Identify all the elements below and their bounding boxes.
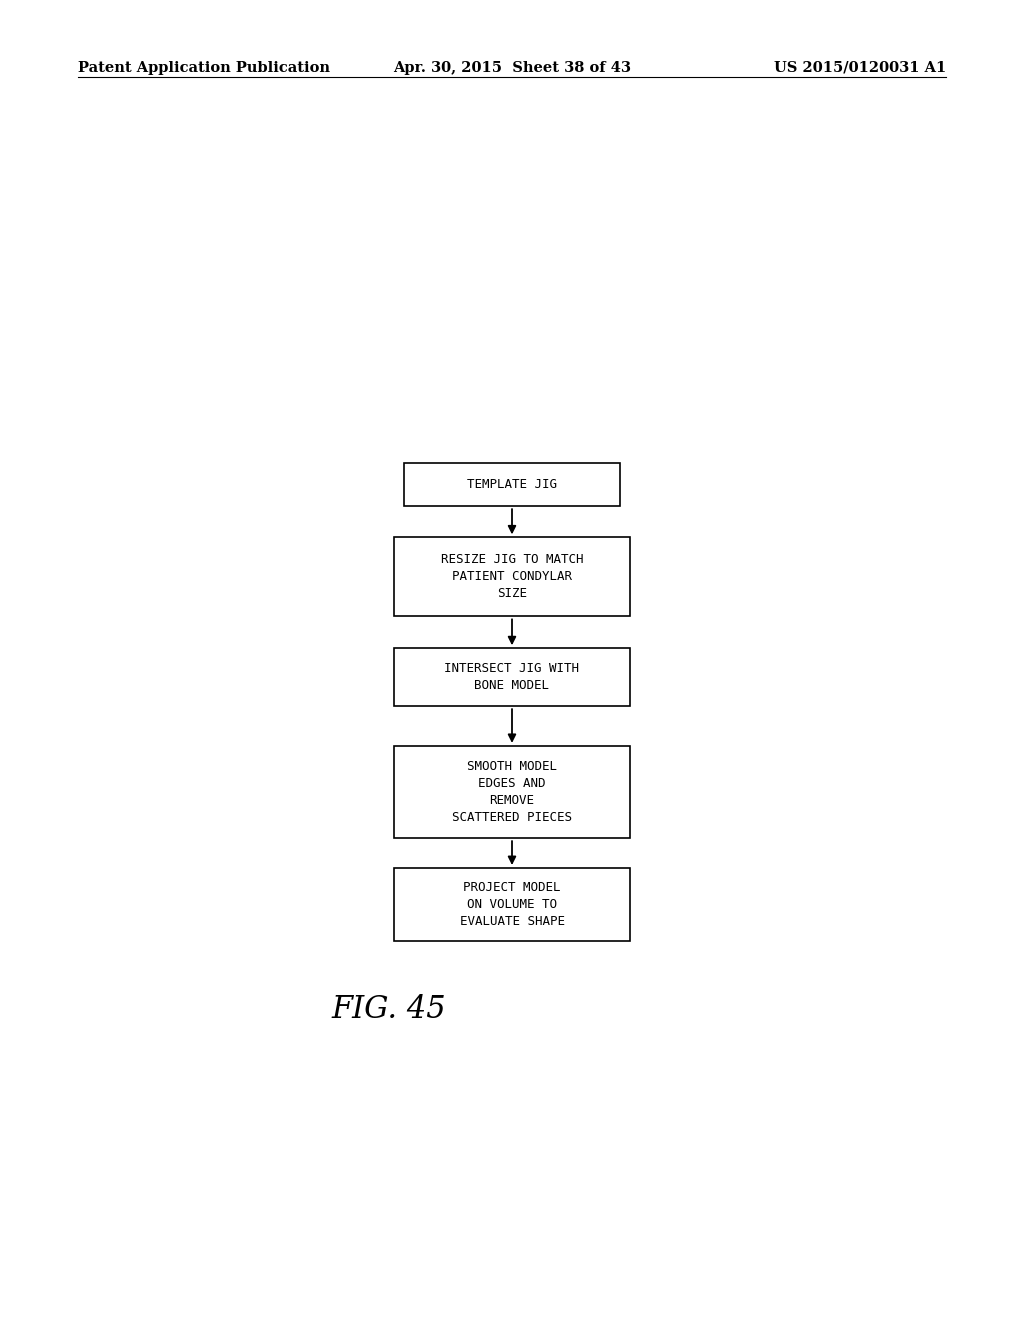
Text: PROJECT MODEL
ON VOLUME TO
EVALUATE SHAPE: PROJECT MODEL ON VOLUME TO EVALUATE SHAP… [460, 880, 564, 928]
FancyBboxPatch shape [394, 648, 630, 706]
Text: TEMPLATE JIG: TEMPLATE JIG [467, 478, 557, 491]
FancyBboxPatch shape [404, 462, 620, 506]
Text: Apr. 30, 2015  Sheet 38 of 43: Apr. 30, 2015 Sheet 38 of 43 [393, 61, 631, 75]
FancyBboxPatch shape [394, 869, 630, 940]
Text: Patent Application Publication: Patent Application Publication [78, 61, 330, 75]
Text: RESIZE JIG TO MATCH
PATIENT CONDYLAR
SIZE: RESIZE JIG TO MATCH PATIENT CONDYLAR SIZ… [440, 553, 584, 601]
FancyBboxPatch shape [394, 537, 630, 616]
Text: SMOOTH MODEL
EDGES AND
REMOVE
SCATTERED PIECES: SMOOTH MODEL EDGES AND REMOVE SCATTERED … [452, 760, 572, 824]
FancyBboxPatch shape [394, 746, 630, 838]
Text: US 2015/0120031 A1: US 2015/0120031 A1 [774, 61, 946, 75]
Text: FIG. 45: FIG. 45 [332, 994, 446, 1026]
Text: INTERSECT JIG WITH
BONE MODEL: INTERSECT JIG WITH BONE MODEL [444, 663, 580, 692]
